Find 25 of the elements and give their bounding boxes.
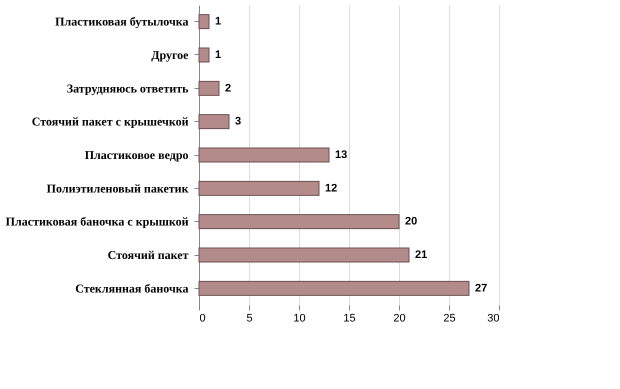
data-label: 27 [475,282,488,294]
data-label: 13 [335,149,348,161]
y-tick-label: Полиэтиленовый пакетик [46,181,189,196]
y-tick-label: Стоячий пакет [108,248,189,262]
y-tick-label: Пластиковая бутылочка [55,14,188,29]
y-tick-label: Пластиковая баночка с крышкой [6,214,189,229]
x-tick-label: 15 [343,312,356,324]
x-tick-label: 5 [246,312,253,324]
x-tick-label: 10 [293,312,306,324]
y-tick-label: Стоячий пакет с крышечкой [32,114,189,129]
data-label: 20 [405,216,418,228]
y-tick-label: Пластиковое ведро [84,148,188,162]
data-label: 21 [415,249,428,261]
y-tick-label: Стеклянная баночка [75,281,188,296]
x-tick-label: 25 [443,312,456,324]
data-label: 2 [225,82,232,94]
data-label: 1 [215,16,222,28]
y-tick-label: Затрудняюсь ответить [66,81,190,96]
y-tick-label: Другое [151,48,190,62]
x-tick-label: 0 [200,312,206,324]
x-tick-label: 20 [393,312,406,324]
data-label: 3 [235,116,242,128]
data-label: 12 [325,182,338,194]
x-tick-label: 30 [487,312,500,324]
data-label: 1 [215,49,222,61]
